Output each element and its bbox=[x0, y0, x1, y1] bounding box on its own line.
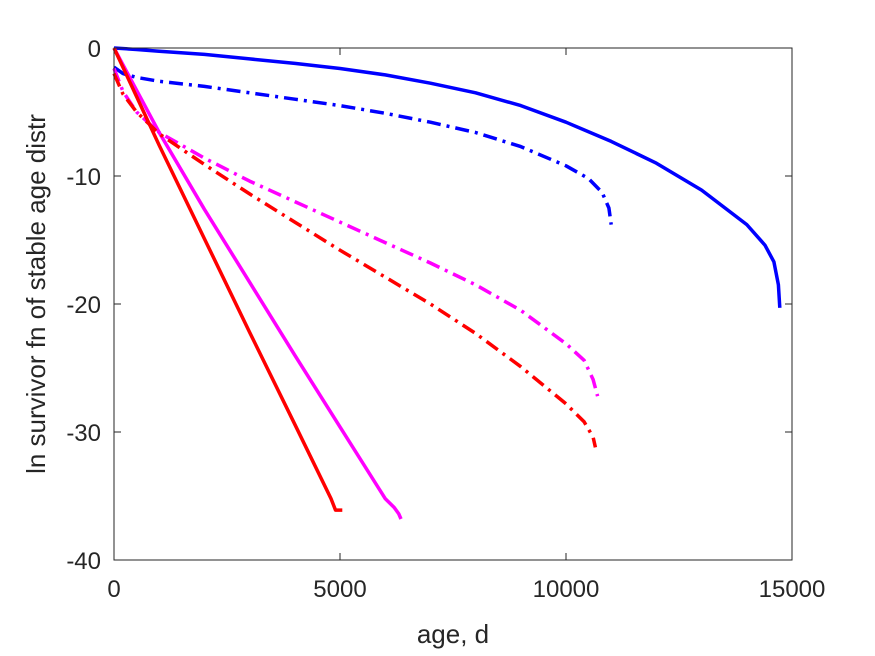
series-line-4 bbox=[112, 67, 600, 397]
y-tick-label: -40 bbox=[66, 548, 101, 575]
plot-frame bbox=[113, 47, 793, 561]
y-tick-label: -10 bbox=[66, 164, 101, 191]
tick-layer: 0 5000 10000 15000 0 -10 -20 -30 -40 bbox=[66, 36, 825, 603]
x-tick-label: 15000 bbox=[759, 576, 826, 603]
x-tick-label: 10000 bbox=[533, 576, 600, 603]
y-tick-label: -20 bbox=[66, 292, 101, 319]
x-axis-title: age, d bbox=[417, 619, 489, 649]
y-tick-label: 0 bbox=[88, 36, 101, 63]
x-tick-label: 0 bbox=[107, 576, 120, 603]
series-line-3 bbox=[112, 47, 403, 520]
x-tick-label: 5000 bbox=[313, 576, 366, 603]
series-line-1 bbox=[113, 46, 782, 308]
series-line-6 bbox=[112, 72, 598, 448]
y-tick-label: -30 bbox=[66, 420, 101, 447]
series-line-2 bbox=[112, 65, 613, 225]
series-layer bbox=[112, 46, 782, 520]
series-line-5 bbox=[112, 47, 343, 512]
y-axis-title: ln survivor fn of stable age distr bbox=[21, 114, 51, 474]
